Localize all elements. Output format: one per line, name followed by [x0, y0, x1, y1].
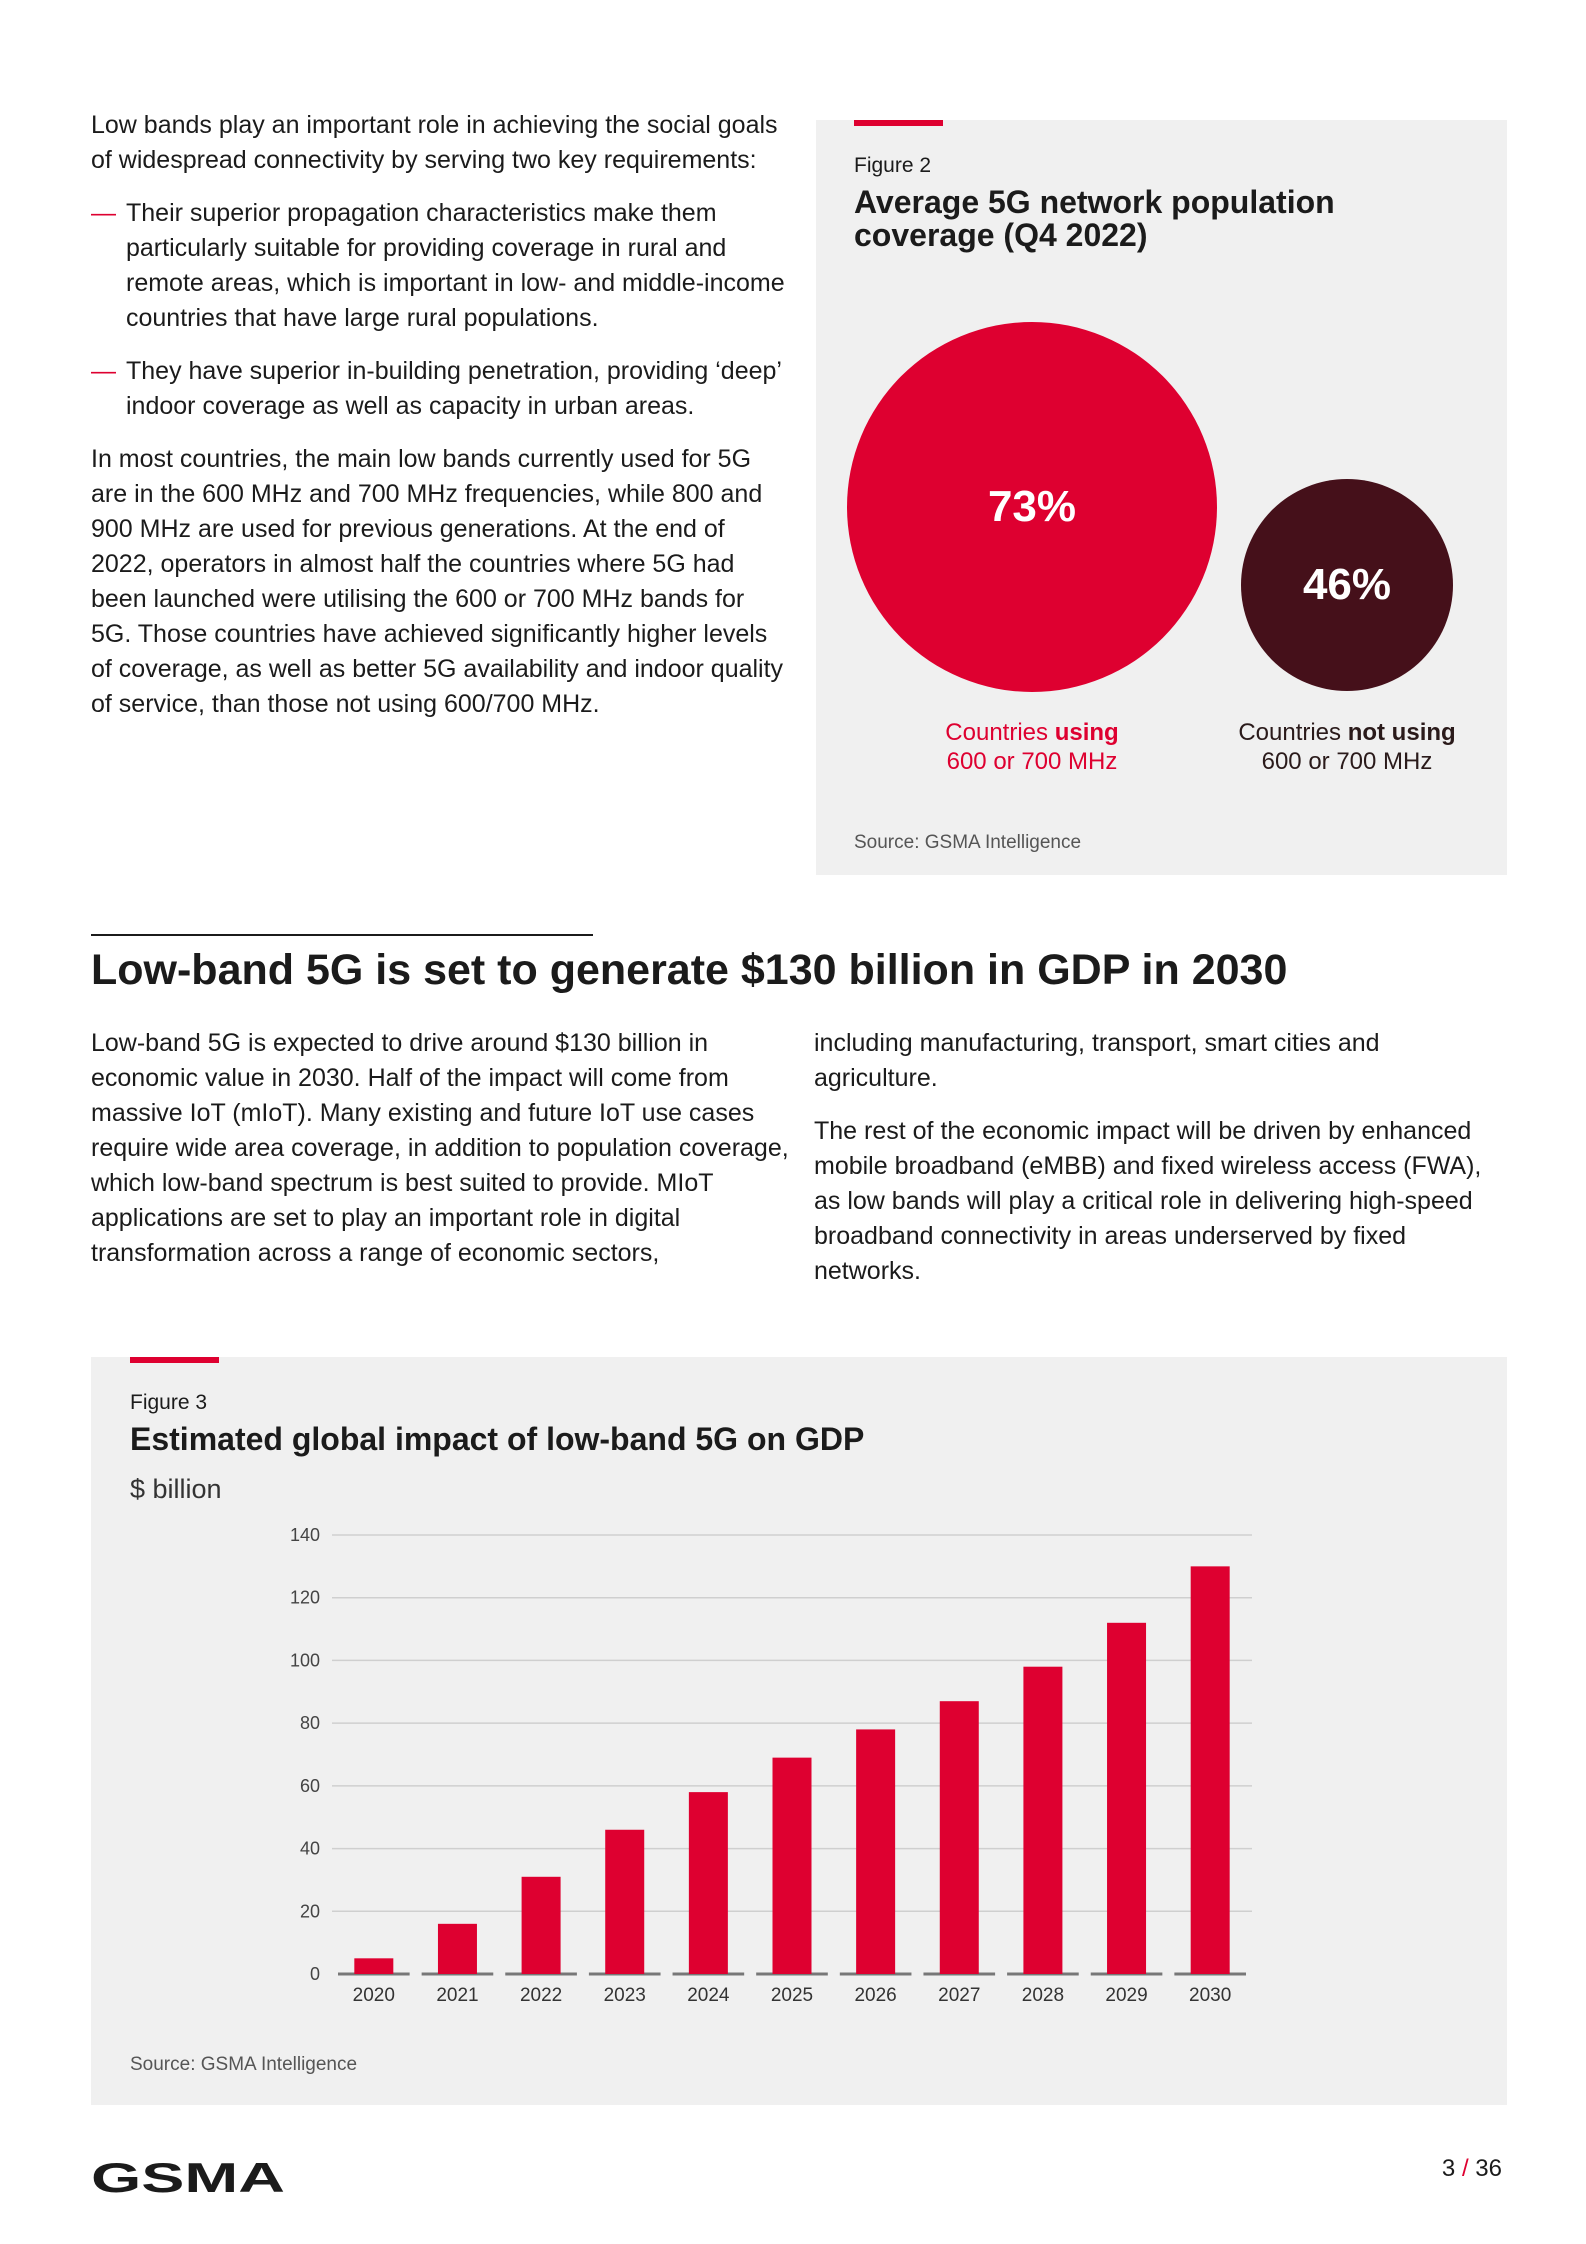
x-tick-label: 2025: [771, 1985, 813, 2006]
bar-2022: [521, 1876, 561, 1974]
chart-title: Estimated global impact of low-band 5G o…: [130, 1421, 865, 1457]
paragraph: including manufacturing, transport, smar…: [814, 1029, 1380, 1092]
x-tick-label: 2026: [854, 1985, 896, 2006]
y-tick-label: 100: [290, 1650, 320, 1670]
section-col-2: including manufacturing, transport, smar…: [814, 1026, 1504, 1307]
x-tick-label: 2028: [1022, 1985, 1064, 2006]
label-text: 600 or 700 MHz: [1261, 748, 1433, 775]
page-separator: /: [1461, 2155, 1469, 2182]
x-tick-label: 2029: [1105, 1985, 1147, 2006]
y-tick-label: 60: [300, 1776, 320, 1796]
page-total: 36: [1475, 2155, 1502, 2182]
x-tick-label: 2020: [353, 1985, 395, 2006]
page-current: 3: [1441, 2155, 1456, 2182]
y-tick-label: 80: [300, 1713, 320, 1733]
figure-label: Figure 2: [854, 154, 932, 177]
x-tick-label: 2024: [687, 1985, 730, 2006]
label-text: Countries: [1238, 719, 1348, 746]
y-tick-label: 0: [310, 1964, 320, 1984]
logo-text: GSMA: [91, 2160, 285, 2196]
dash-bullet: —: [91, 357, 116, 385]
bubble-value: 46%: [1302, 560, 1392, 609]
y-tick-label: 40: [300, 1839, 320, 1859]
bullet-text: Their superior propagation characteristi…: [126, 199, 785, 332]
accent-bar: [854, 120, 943, 126]
label-bold: not using: [1347, 719, 1456, 746]
bubble-value: 73%: [987, 482, 1077, 531]
x-tick-label: 2021: [436, 1985, 478, 2006]
bar-chart: 0 20 40 60 80 100 120 140 2020 2021 2022 2023 2024 20…: [290, 1525, 1252, 2006]
label-not-using: Countries not using 600 or 700 MHz: [1197, 718, 1497, 776]
bar-2028: [1023, 1666, 1063, 1974]
figure-title: Average 5G network population coverage (…: [854, 184, 1335, 253]
section-rule: [91, 934, 593, 936]
list-item: — They have superior in-building penetrat…: [91, 354, 791, 424]
figure-3: Figure 3 Estimated global impact of low-…: [91, 1357, 1507, 2105]
list-item: — Their superior propagation characterist…: [91, 196, 791, 336]
bar-2026: [856, 1729, 896, 1974]
bar-2030: [1190, 1566, 1230, 1974]
accent-bar: [130, 1357, 219, 1363]
bar-2025: [772, 1757, 812, 1974]
y-tick-label: 140: [290, 1525, 320, 1545]
label-using: Countries using 600 or 700 MHz: [832, 718, 1232, 776]
bullet-text: They have superior in-building penetrati…: [126, 357, 782, 420]
y-tick-label: 20: [300, 1901, 320, 1921]
bar-2029: [1107, 1622, 1147, 1974]
dash-bullet: —: [91, 199, 116, 227]
bar-2023: [605, 1829, 645, 1974]
page-number: 3 / 36: [1442, 2155, 1502, 2183]
y-tick-label: 120: [290, 1588, 320, 1608]
bar-2021: [437, 1923, 477, 1974]
section-heading: Low-band 5G is set to generate $130 bill…: [91, 946, 1288, 994]
chart-unit: $ billion: [130, 1474, 222, 1504]
bar-2024: [688, 1792, 728, 1974]
figure-label: Figure 3: [130, 1391, 208, 1414]
x-tick-label: 2023: [604, 1985, 646, 2006]
x-tick-label: 2027: [938, 1985, 980, 2006]
paragraph: Low-band 5G is expected to drive around …: [91, 1029, 789, 1267]
intro-text: Low bands play an important role in achi…: [91, 108, 791, 740]
label-text: 600 or 700 MHz: [946, 748, 1118, 775]
bubble-using: 73%: [847, 322, 1217, 692]
x-tick-label: 2030: [1189, 1985, 1231, 2006]
x-tick-label: 2022: [520, 1985, 562, 2006]
figure-source: Source: GSMA Intelligence: [130, 2054, 358, 2075]
label-text: Countries: [945, 719, 1055, 746]
bubble-not-using: 46%: [1241, 479, 1453, 691]
bar-2027: [939, 1701, 979, 1974]
intro-paragraph-2: In most countries, the main low bands cu…: [91, 445, 784, 718]
paragraph: The rest of the economic impact will be …: [814, 1117, 1482, 1285]
intro-paragraph: Low bands play an important role in achi…: [91, 111, 778, 174]
requirements-list: — Their superior propagation characterist…: [91, 196, 791, 424]
section-col-1: Low-band 5G is expected to drive around …: [91, 1026, 791, 1289]
figure-2: Figure 2 Average 5G network population c…: [816, 120, 1507, 875]
figure-source: Source: GSMA Intelligence: [854, 832, 1082, 853]
bar-2020: [354, 1958, 394, 1974]
label-bold: using: [1054, 719, 1119, 746]
gsma-logo: GSMA: [91, 2160, 285, 2196]
